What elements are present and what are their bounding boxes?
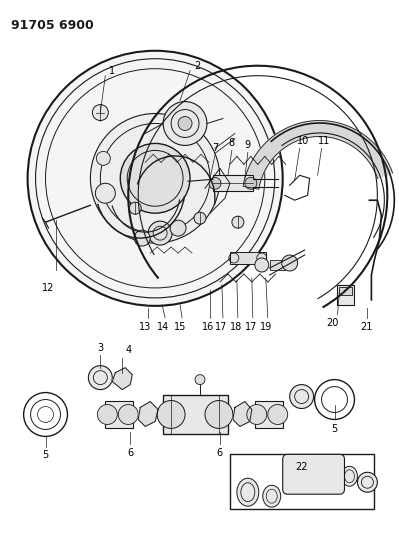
Text: 19: 19 — [260, 322, 272, 332]
Circle shape — [282, 255, 298, 271]
Circle shape — [247, 405, 267, 424]
Circle shape — [268, 405, 288, 424]
Text: 13: 13 — [139, 322, 151, 332]
Bar — [213, 175, 253, 191]
Text: 2: 2 — [194, 61, 200, 71]
Bar — [163, 394, 228, 434]
Text: 15: 15 — [174, 322, 186, 332]
Polygon shape — [112, 368, 132, 390]
Circle shape — [28, 51, 283, 306]
Circle shape — [194, 212, 206, 224]
Circle shape — [148, 221, 172, 245]
Text: 4: 4 — [125, 345, 131, 354]
Circle shape — [314, 379, 354, 419]
Circle shape — [170, 220, 186, 236]
Circle shape — [134, 230, 150, 246]
Circle shape — [157, 400, 185, 429]
Text: 1: 1 — [109, 66, 115, 76]
Text: 22: 22 — [295, 462, 308, 472]
Bar — [338, 287, 352, 295]
Circle shape — [97, 151, 110, 165]
Bar — [255, 400, 283, 429]
Bar — [230, 454, 374, 509]
Circle shape — [209, 177, 221, 189]
Text: 5: 5 — [332, 424, 338, 434]
Text: 6: 6 — [127, 448, 133, 458]
Bar — [105, 400, 133, 429]
Bar — [230, 252, 266, 264]
Text: 12: 12 — [42, 283, 55, 293]
Circle shape — [93, 104, 108, 120]
Text: 8: 8 — [229, 139, 235, 148]
Text: 17: 17 — [215, 322, 227, 332]
FancyBboxPatch shape — [283, 454, 344, 494]
Text: 3: 3 — [97, 343, 103, 353]
Text: 17: 17 — [245, 322, 257, 332]
Circle shape — [95, 183, 115, 203]
Text: 91705 6900: 91705 6900 — [11, 19, 93, 32]
Text: 18: 18 — [230, 322, 242, 332]
Bar — [336, 285, 354, 305]
Circle shape — [91, 114, 220, 243]
Circle shape — [232, 216, 244, 228]
Text: 6: 6 — [217, 448, 223, 458]
Circle shape — [195, 375, 205, 385]
Circle shape — [205, 400, 233, 429]
Text: 7: 7 — [212, 143, 218, 154]
Circle shape — [118, 405, 138, 424]
Circle shape — [245, 177, 257, 189]
Circle shape — [89, 366, 112, 390]
Bar — [270, 260, 285, 270]
Text: 14: 14 — [157, 322, 169, 332]
Text: 9: 9 — [245, 140, 251, 150]
Text: 5: 5 — [42, 450, 49, 461]
Text: 21: 21 — [360, 322, 373, 332]
Circle shape — [97, 405, 117, 424]
Ellipse shape — [263, 485, 281, 507]
Circle shape — [290, 385, 314, 408]
Circle shape — [255, 258, 269, 272]
Circle shape — [163, 102, 207, 146]
Circle shape — [120, 143, 190, 213]
Circle shape — [24, 393, 67, 437]
Text: 10: 10 — [296, 136, 309, 147]
Text: 20: 20 — [326, 318, 339, 328]
Circle shape — [129, 202, 141, 214]
Circle shape — [358, 472, 377, 492]
Ellipse shape — [237, 478, 259, 506]
Polygon shape — [138, 401, 158, 426]
Circle shape — [178, 117, 192, 131]
Ellipse shape — [342, 466, 358, 486]
Polygon shape — [233, 401, 252, 426]
Polygon shape — [243, 120, 393, 189]
Text: 11: 11 — [318, 136, 331, 147]
Text: 16: 16 — [202, 322, 214, 332]
